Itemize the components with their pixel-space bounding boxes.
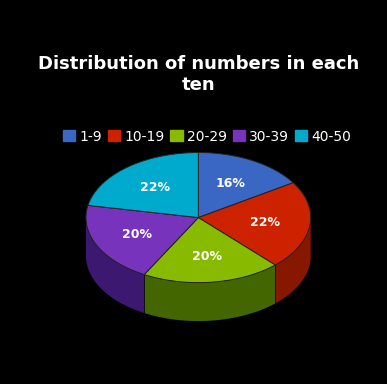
Text: 20%: 20%	[122, 228, 152, 241]
Polygon shape	[144, 218, 275, 283]
Polygon shape	[88, 152, 199, 218]
Text: 22%: 22%	[250, 216, 280, 229]
Text: 22%: 22%	[140, 181, 170, 194]
Text: 20%: 20%	[192, 250, 222, 263]
Polygon shape	[86, 218, 144, 313]
Text: 16%: 16%	[216, 177, 246, 190]
Polygon shape	[275, 218, 311, 303]
Polygon shape	[199, 152, 293, 218]
Polygon shape	[144, 265, 275, 321]
Polygon shape	[86, 205, 199, 275]
Legend: 1-9, 10-19, 20-29, 30-39, 40-50: 1-9, 10-19, 20-29, 30-39, 40-50	[57, 124, 357, 149]
Text: Distribution of numbers in each
ten: Distribution of numbers in each ten	[38, 55, 359, 94]
Polygon shape	[199, 183, 311, 265]
